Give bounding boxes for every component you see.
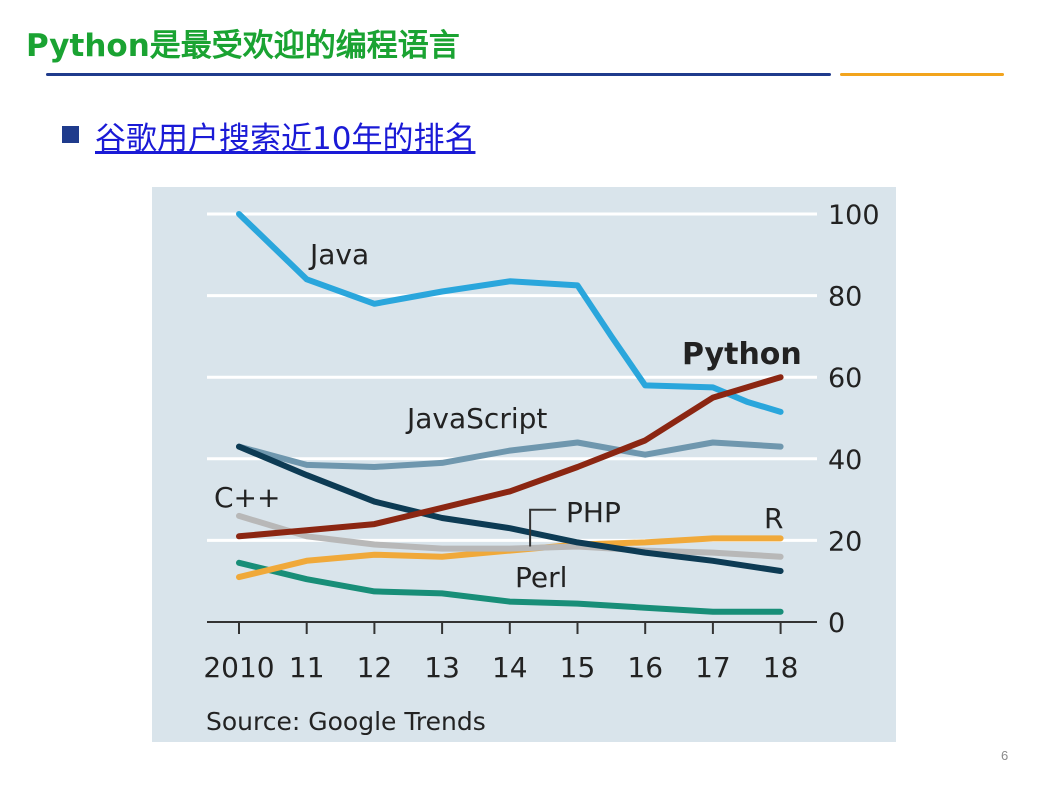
y-tick-label-20: 20 xyxy=(828,526,862,557)
title-underline-blue xyxy=(46,73,831,76)
chart-image: 100 80 60 40 20 0 2010 11 12 13 14 15 16 17 18 Java Java… xyxy=(152,187,896,742)
slide-title: Python是最受欢迎的编程语言 xyxy=(26,28,460,64)
y-tick-label-80: 80 xyxy=(828,282,862,313)
y-tick-label-60: 60 xyxy=(828,363,862,394)
x-tick-label-14: 14 xyxy=(492,651,528,684)
series-line-php xyxy=(236,512,784,560)
y-tick-label-100: 100 xyxy=(828,200,880,231)
chart-source-note: Source: Google Trends xyxy=(206,707,486,736)
series-label-python: Python xyxy=(682,337,802,372)
x-tick-label-13: 13 xyxy=(424,651,460,684)
series-label-perl: Perl xyxy=(515,561,567,594)
x-tick-label-16: 16 xyxy=(627,651,663,684)
x-tick-label-18: 18 xyxy=(763,651,799,684)
series-label-java: Java xyxy=(308,238,369,271)
series-line-perl xyxy=(236,559,784,615)
series-label-javascript: JavaScript xyxy=(405,402,547,435)
bullet-square-icon xyxy=(62,126,79,143)
series-label-cpp: C++ xyxy=(214,481,280,514)
series-line-cpp xyxy=(236,443,784,574)
line-chart: 100 80 60 40 20 0 2010 11 12 13 14 15 16 17 18 Java Java… xyxy=(203,200,880,736)
y-tick-label-40: 40 xyxy=(828,445,862,476)
series-label-r: R xyxy=(764,502,783,535)
title-underline-orange xyxy=(840,73,1004,76)
php-label-leader xyxy=(529,508,557,547)
bullet-link[interactable]: 谷歌用户搜索近10年的排名 xyxy=(95,121,476,157)
y-tick-label-0: 0 xyxy=(828,608,845,639)
x-tick-label-15: 15 xyxy=(560,651,596,684)
x-tick-label-12: 12 xyxy=(357,651,393,684)
series-line-python xyxy=(236,374,784,540)
series-line-javascript xyxy=(236,439,784,470)
x-tick-label-17: 17 xyxy=(695,651,731,684)
x-tick-label-11: 11 xyxy=(289,651,325,684)
x-tick-label-2010: 2010 xyxy=(203,651,274,684)
page-number: 6 xyxy=(1001,748,1009,763)
series-label-php: PHP xyxy=(566,496,621,529)
